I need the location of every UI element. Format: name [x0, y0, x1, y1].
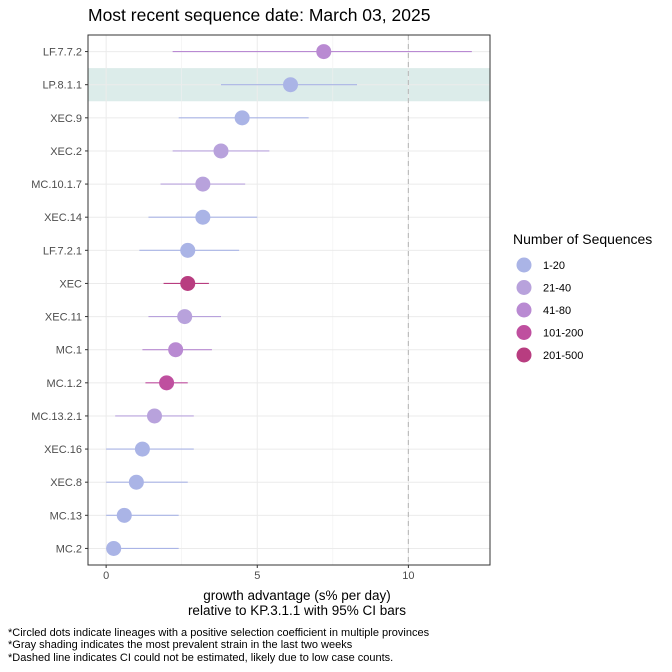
panel-border [87, 34, 491, 566]
y-tick-label: MC.13 [50, 510, 82, 522]
chart-title: Most recent sequence date: March 03, 202… [88, 5, 430, 25]
x-tick-label: 5 [254, 570, 260, 582]
data-point [180, 275, 196, 291]
footnote-2: *Gray shading indicates the most prevale… [8, 639, 353, 651]
y-tick-label: XEC.16 [44, 444, 82, 456]
y-tick-label: MC.13.2.1 [31, 411, 82, 423]
y-tick-label: XEC.9 [50, 113, 82, 125]
data-point [134, 441, 150, 457]
legend-swatch [516, 302, 532, 318]
data-point [106, 540, 122, 556]
legend-title: Number of Sequences [513, 231, 652, 247]
y-tick-label: MC.1.2 [47, 378, 82, 390]
y-tick-label: LF.7.7.2 [43, 47, 82, 59]
y-tick-label: MC.10.1.7 [31, 179, 82, 191]
legend-label: 41-80 [543, 305, 571, 317]
plot-panel: LF.7.7.2 LP.8.1.1 XEC.9 XEC.2 MC.10.1.7 XEC.1… [31, 34, 491, 582]
data-point [195, 176, 211, 192]
y-tick-label: XEC.14 [44, 212, 82, 224]
footnote-1: *Circled dots indicate lineages with a p… [8, 627, 430, 639]
legend-label: 21-40 [543, 283, 571, 295]
data-point [128, 474, 144, 490]
legend-swatch [516, 347, 532, 363]
y-tick-label: MC.1 [56, 345, 82, 357]
legend-label: 201-500 [543, 350, 583, 362]
legend: Number of Sequences 1-20 21-40 41-80 101-20… [513, 231, 652, 363]
y-tick-label: MC.2 [56, 543, 82, 555]
data-point [283, 77, 299, 93]
data-point [195, 209, 211, 225]
panel-background [88, 35, 490, 565]
x-axis-label-line-1: growth advantage (s% per day) [203, 588, 391, 603]
x-axis-label-line-2: relative to KP.3.1.1 with 95% CI bars [188, 603, 406, 618]
data-point [316, 44, 332, 60]
data-point [213, 143, 229, 159]
legend-swatch [516, 325, 532, 340]
data-point [146, 408, 162, 424]
legend-label: 101-200 [543, 328, 583, 340]
y-tick-label: XEC [59, 278, 82, 290]
data-point [177, 309, 193, 325]
legend-swatch [516, 257, 532, 273]
data-point [234, 110, 250, 126]
y-tick-label: XEC.11 [45, 312, 82, 324]
data-point [168, 342, 184, 358]
legend-swatch [516, 280, 532, 295]
data-point [116, 507, 132, 523]
y-tick-label: XEC.8 [50, 477, 82, 489]
legend-label: 1-20 [543, 260, 565, 272]
data-point [180, 242, 196, 258]
y-tick-label: XEC.2 [50, 146, 82, 158]
y-tick-label: LF.7.2.1 [43, 245, 82, 257]
footnote-3: *Dashed line indicates CI could not be e… [8, 652, 393, 664]
y-tick-label: LP.8.1.1 [42, 80, 82, 92]
data-point [159, 375, 175, 391]
x-tick-label: 10 [402, 570, 414, 582]
x-tick-label: 0 [103, 570, 109, 582]
